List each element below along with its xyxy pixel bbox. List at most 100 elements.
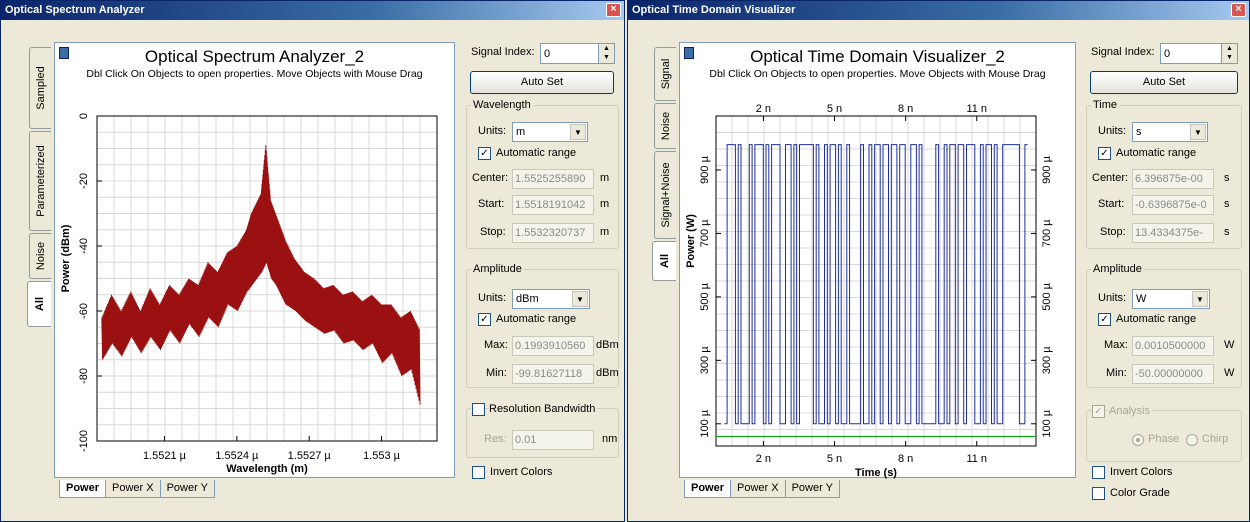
close-icon[interactable]: × bbox=[1231, 3, 1246, 17]
close-icon[interactable]: × bbox=[606, 3, 621, 17]
amp-auto-range-label: Automatic range bbox=[496, 313, 577, 325]
osa-controls: Signal Index: ▲▼ Auto Set Wavelength Uni… bbox=[466, 41, 624, 511]
signal-index-input[interactable] bbox=[541, 44, 614, 63]
auto-set-button[interactable]: Auto Set bbox=[1090, 71, 1238, 94]
spectrum-trace bbox=[101, 145, 421, 405]
osa-chart[interactable]: 1.5521 µ 1.5524 µ 1.5527 µ 1.553 µ 0 -20 -40 -6… bbox=[55, 83, 454, 483]
resolution-legend: Resolution Bandwidth bbox=[489, 403, 598, 415]
tab-power[interactable]: Power bbox=[684, 480, 732, 498]
y-tick-label: -80 bbox=[78, 368, 90, 384]
time-units-select[interactable]: s ▼ bbox=[1132, 122, 1208, 142]
units-label: Units: bbox=[1098, 125, 1127, 137]
y-tick-label: 900 µ bbox=[699, 155, 711, 183]
x-tick-label: 1.5527 µ bbox=[288, 450, 332, 462]
y-tick-label: 500 µ bbox=[699, 282, 711, 310]
otdv-window: Optical Time Domain Visualizer × Signal … bbox=[627, 0, 1250, 522]
x-tick-label: 5 n bbox=[827, 453, 842, 465]
tab-signal-noise[interactable]: Signal+Noise bbox=[654, 151, 676, 239]
min-field[interactable]: -50.00000000 bbox=[1132, 364, 1214, 384]
phase-label: Phase bbox=[1148, 433, 1180, 445]
otdv-chart[interactable]: 2 n 2 n 5 n 5 n 8 n 8 n 11 n 11 n 100 µ 100 µ 300 … bbox=[680, 83, 1075, 483]
tab-power-x[interactable]: Power X bbox=[730, 480, 786, 498]
tab-power-y[interactable]: Power Y bbox=[159, 480, 215, 498]
amplitude-group: Amplitude bbox=[1086, 263, 1242, 388]
y-axis-label: Power (W) bbox=[685, 214, 697, 268]
x-tick-label: 8 n bbox=[898, 453, 913, 465]
center-field[interactable]: 6.396875e-00 bbox=[1132, 169, 1214, 189]
chirp-radio[interactable] bbox=[1186, 434, 1198, 446]
wavelength-group: Wavelength bbox=[466, 99, 619, 249]
stop-field[interactable]: 1.5532320737 bbox=[512, 223, 594, 243]
amp-auto-range-checkbox[interactable]: ✓ bbox=[1098, 313, 1111, 326]
x-tick-label: 1.553 µ bbox=[363, 450, 401, 462]
invert-colors-checkbox[interactable] bbox=[1092, 466, 1105, 479]
y-tick-label: 700 µ bbox=[699, 219, 711, 247]
otdv-controls: Signal Index: ▲▼ Auto Set Time Units: s … bbox=[1086, 41, 1246, 511]
tab-sampled[interactable]: Sampled bbox=[29, 47, 51, 129]
resolution-checkbox[interactable] bbox=[472, 403, 485, 416]
tab-power-y[interactable]: Power Y bbox=[784, 480, 840, 498]
auto-range-label: Automatic range bbox=[1116, 147, 1197, 159]
y-axis-label: Power (dBm) bbox=[60, 224, 72, 292]
signal-index-stepper[interactable]: ▲▼ bbox=[1160, 43, 1238, 64]
y-tick-label: -20 bbox=[78, 173, 90, 189]
center-unit: m bbox=[600, 172, 610, 184]
amplitude-units-select[interactable]: W ▼ bbox=[1132, 289, 1210, 309]
invert-colors-label: Invert Colors bbox=[1110, 466, 1173, 478]
y-tick-label: 500 µ bbox=[1041, 282, 1053, 310]
signal-index-input[interactable] bbox=[1161, 44, 1237, 63]
spinner-arrows-icon[interactable]: ▲ ▼ bbox=[1221, 44, 1237, 63]
analysis-group bbox=[1086, 404, 1242, 462]
wavelength-units-select[interactable]: m ▼ bbox=[512, 122, 588, 142]
max-field[interactable]: 0.0010500000 bbox=[1132, 336, 1214, 356]
otdv-plot-panel: Optical Time Domain Visualizer_2 Dbl Cli… bbox=[679, 42, 1076, 479]
analysis-checkbox[interactable]: ✓ bbox=[1092, 405, 1105, 418]
y-tick-label: 300 µ bbox=[1041, 346, 1053, 374]
amplitude-legend: Amplitude bbox=[1093, 263, 1142, 275]
tab-all[interactable]: All bbox=[27, 281, 51, 327]
tab-power-x[interactable]: Power X bbox=[105, 480, 161, 498]
y-tick-label: 100 µ bbox=[1041, 409, 1053, 437]
start-field[interactable]: 1.5518191042 bbox=[512, 195, 594, 215]
time-group: Time bbox=[1086, 99, 1242, 249]
amplitude-units-select[interactable]: dBm ▼ bbox=[512, 289, 590, 309]
auto-set-button[interactable]: Auto Set bbox=[470, 71, 614, 94]
otdv-plot-subtitle: Dbl Click On Objects to open properties.… bbox=[709, 68, 1046, 80]
signal-index-label: Signal Index: bbox=[471, 46, 535, 58]
color-grade-checkbox[interactable] bbox=[1092, 487, 1105, 500]
tab-noise[interactable]: Noise bbox=[654, 103, 676, 149]
spinner-arrows-icon[interactable]: ▲ ▼ bbox=[598, 44, 614, 63]
auto-range-checkbox[interactable]: ✓ bbox=[478, 147, 491, 160]
auto-range-checkbox[interactable]: ✓ bbox=[1098, 147, 1111, 160]
stop-field[interactable]: 13.4334375e- bbox=[1132, 223, 1214, 243]
wavelength-legend: Wavelength bbox=[473, 99, 531, 111]
tab-signal[interactable]: Signal bbox=[654, 47, 676, 101]
osa-window: Optical Spectrum Analyzer × Sampled Para… bbox=[0, 0, 625, 522]
analysis-legend: Analysis bbox=[1109, 405, 1152, 417]
tab-all[interactable]: All bbox=[652, 241, 676, 281]
osa-titlebar[interactable]: Optical Spectrum Analyzer bbox=[1, 1, 624, 20]
units-label: Units: bbox=[478, 125, 507, 137]
res-unit: nm bbox=[602, 433, 618, 445]
res-field[interactable]: 0.01 bbox=[512, 430, 594, 450]
amplitude-group: Amplitude bbox=[466, 263, 619, 388]
center-field[interactable]: 1.5525255890 bbox=[512, 169, 594, 189]
min-field[interactable]: -99.81627118 bbox=[512, 364, 594, 384]
amp-auto-range-checkbox[interactable]: ✓ bbox=[478, 313, 491, 326]
tab-power[interactable]: Power bbox=[59, 480, 107, 498]
tab-noise[interactable]: Noise bbox=[29, 233, 51, 279]
otdv-titlebar[interactable]: Optical Time Domain Visualizer bbox=[628, 1, 1249, 20]
phase-radio[interactable] bbox=[1132, 434, 1144, 446]
signal-index-stepper[interactable]: ▲▼ bbox=[540, 43, 615, 64]
invert-colors-checkbox[interactable] bbox=[472, 466, 485, 479]
osa-plot-subtitle: Dbl Click On Objects to open properties.… bbox=[86, 68, 423, 80]
osa-window-title: Optical Spectrum Analyzer bbox=[5, 4, 145, 16]
signal-index-label: Signal Index: bbox=[1091, 46, 1155, 58]
x-axis-label: Wavelength (m) bbox=[226, 463, 308, 475]
osa-plot-panel: Optical Spectrum Analyzer_2 Dbl Click On… bbox=[54, 42, 455, 478]
max-field[interactable]: 0.1993910560 bbox=[512, 336, 594, 356]
tab-parameterized[interactable]: Parameterized bbox=[29, 131, 51, 231]
y-tick-label: 0 bbox=[78, 113, 90, 119]
amp-units-label: Units: bbox=[1098, 292, 1127, 304]
start-field[interactable]: -0.6396875e-0 bbox=[1132, 195, 1214, 215]
